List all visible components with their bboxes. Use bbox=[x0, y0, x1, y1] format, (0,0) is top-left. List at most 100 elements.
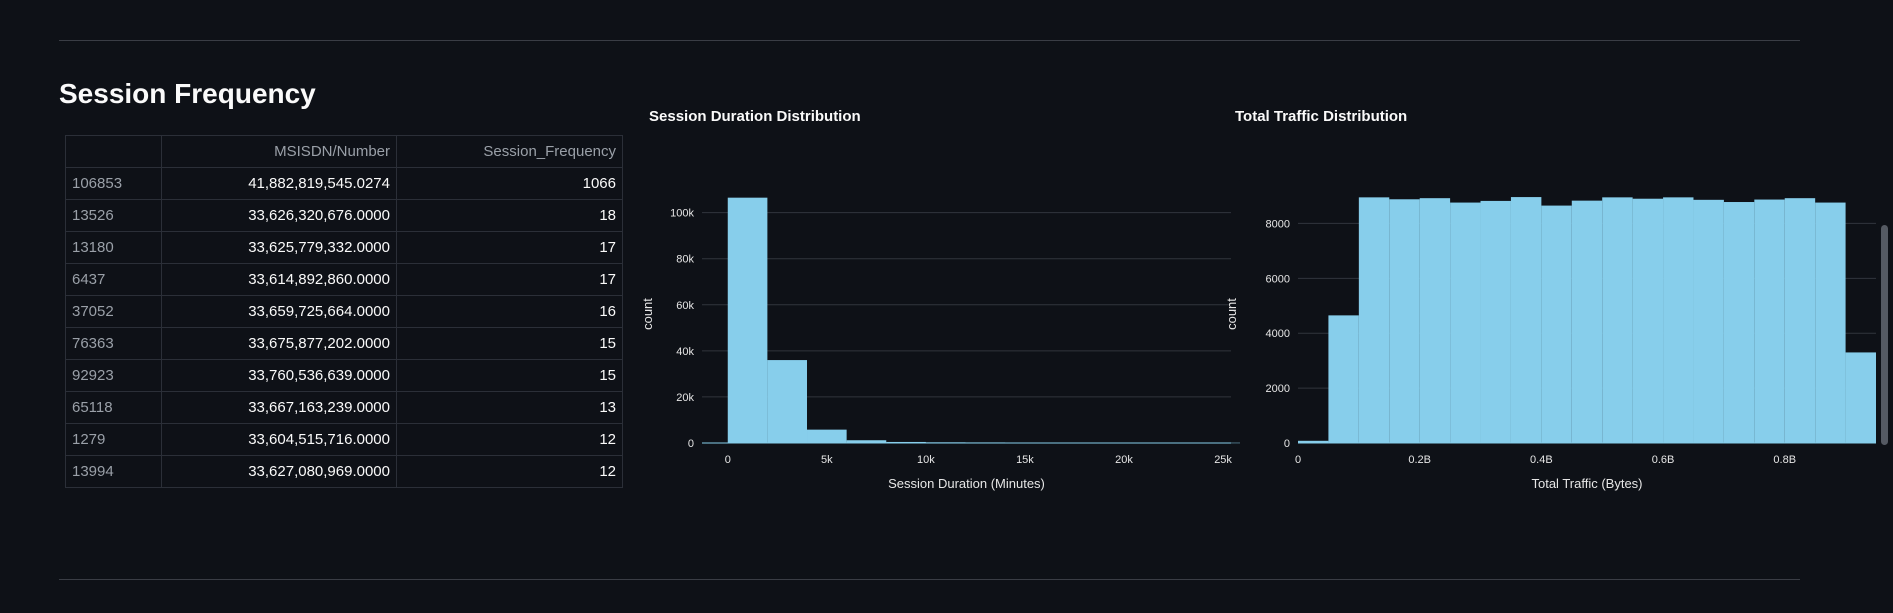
y-tick-label: 4000 bbox=[1266, 328, 1290, 340]
histogram-bar[interactable] bbox=[1541, 205, 1572, 443]
msisdn-cell: 33,667,163,239.0000 bbox=[161, 391, 397, 424]
x-tick-label: 0.8B bbox=[1773, 454, 1796, 466]
histogram-bar[interactable] bbox=[807, 429, 847, 443]
y-tick-label: 2000 bbox=[1266, 383, 1290, 395]
bottom-divider bbox=[59, 579, 1800, 580]
msisdn-cell: 33,627,080,969.0000 bbox=[161, 455, 397, 488]
session-frequency-cell: 18 bbox=[396, 199, 623, 232]
row-index-cell: 6437 bbox=[65, 263, 162, 296]
histogram-bar[interactable] bbox=[846, 440, 887, 443]
row-index-cell: 92923 bbox=[65, 359, 162, 392]
histogram-bar[interactable] bbox=[1632, 198, 1664, 443]
histogram-bar[interactable] bbox=[1419, 198, 1451, 443]
session-frequency-cell: 16 bbox=[396, 295, 623, 328]
row-index-cell: 13526 bbox=[65, 199, 162, 232]
table-row[interactable]: 92923 33,760,536,639.0000 15 bbox=[65, 359, 623, 392]
x-tick-label: 10k bbox=[917, 454, 935, 466]
histogram-bar[interactable] bbox=[767, 360, 808, 443]
session-frequency-cell: 1066 bbox=[396, 167, 623, 200]
table-row[interactable]: 13180 33,625,779,332.0000 17 bbox=[65, 231, 623, 264]
session-frequency-cell: 15 bbox=[396, 359, 623, 392]
histogram-bar[interactable] bbox=[1328, 315, 1359, 443]
histogram-bar[interactable] bbox=[1480, 200, 1511, 443]
histogram-bar[interactable] bbox=[1754, 199, 1785, 443]
msisdn-cell: 33,614,892,860.0000 bbox=[161, 263, 397, 296]
session-frequency-header[interactable]: Session_Frequency bbox=[396, 135, 623, 168]
session-frequency-cell: 13 bbox=[396, 391, 623, 424]
traffic-chart-title: Total Traffic Distribution bbox=[1235, 108, 1408, 125]
table-row[interactable]: 106853 41,882,819,545.0274 1066 bbox=[65, 167, 623, 200]
histogram-bar[interactable] bbox=[1389, 199, 1420, 443]
row-index-cell: 13180 bbox=[65, 231, 162, 264]
y-tick-label: 0 bbox=[688, 438, 694, 450]
x-tick-label: 20k bbox=[1115, 454, 1133, 466]
row-index-cell: 65118 bbox=[65, 391, 162, 424]
session-frequency-table[interactable]: MSISDN/Number Session_Frequency 106853 41… bbox=[65, 135, 623, 488]
histogram-bar[interactable] bbox=[1815, 202, 1846, 443]
msisdn-cell: 33,626,320,676.0000 bbox=[161, 199, 397, 232]
table-row[interactable]: 13994 33,627,080,969.0000 12 bbox=[65, 455, 623, 488]
y-tick-label: 8000 bbox=[1266, 218, 1290, 230]
msisdn-cell: 33,659,725,664.0000 bbox=[161, 295, 397, 328]
histogram-bar[interactable] bbox=[1298, 440, 1329, 443]
histogram-bar[interactable] bbox=[1602, 197, 1633, 443]
session-frequency-cell: 17 bbox=[396, 231, 623, 264]
histogram-bar[interactable] bbox=[1845, 352, 1876, 443]
histogram-bar[interactable] bbox=[1723, 202, 1755, 443]
duration-chart-title: Session Duration Distribution bbox=[649, 108, 861, 125]
msisdn-cell: 33,675,877,202.0000 bbox=[161, 327, 397, 360]
row-index-cell: 1279 bbox=[65, 423, 162, 456]
table-row[interactable]: 13526 33,626,320,676.0000 18 bbox=[65, 199, 623, 232]
y-tick-label: 40k bbox=[676, 346, 694, 358]
section-title: Session Frequency bbox=[59, 78, 316, 109]
row-index-cell: 37052 bbox=[65, 295, 162, 328]
msisdn-cell: 33,760,536,639.0000 bbox=[161, 359, 397, 392]
histogram-bar[interactable] bbox=[1693, 199, 1724, 443]
session-frequency-cell: 15 bbox=[396, 327, 623, 360]
msisdn-header[interactable]: MSISDN/Number bbox=[161, 135, 397, 168]
histogram-bar[interactable] bbox=[1510, 197, 1542, 443]
table-header-row: MSISDN/Number Session_Frequency bbox=[65, 135, 623, 168]
y-tick-label: 20k bbox=[676, 392, 694, 404]
y-tick-label: 80k bbox=[676, 254, 694, 266]
y-tick-label: 100k bbox=[670, 208, 694, 220]
scrollbar-thumb[interactable] bbox=[1881, 225, 1888, 445]
total-traffic-histogram[interactable]: 0 2000 4000 6000 8000 0 0.2B 0.4B 0.6B 0.8B Total … bbox=[1224, 175, 1876, 495]
top-divider bbox=[59, 40, 1800, 41]
histogram-bar[interactable] bbox=[1571, 200, 1603, 443]
y-axis-title: count bbox=[640, 298, 655, 330]
x-tick-label: 5k bbox=[821, 454, 833, 466]
x-axis-title: Session Duration (Minutes) bbox=[888, 476, 1045, 491]
session-frequency-cell: 12 bbox=[396, 455, 623, 488]
table-row[interactable]: 65118 33,667,163,239.0000 13 bbox=[65, 391, 623, 424]
session-frequency-cell: 12 bbox=[396, 423, 623, 456]
y-tick-label: 60k bbox=[676, 300, 694, 312]
msisdn-cell: 41,882,819,545.0274 bbox=[161, 167, 397, 200]
y-tick-label: 0 bbox=[1284, 438, 1290, 450]
histogram-bar[interactable] bbox=[1784, 198, 1816, 443]
table-row[interactable]: 6437 33,614,892,860.0000 17 bbox=[65, 263, 623, 296]
session-duration-histogram[interactable]: 0 20k 40k 60k 80k 100k 0 5k 10k 15k 20k 25k Session … bbox=[640, 175, 1240, 495]
x-tick-label: 0 bbox=[1295, 454, 1301, 466]
histogram-bar[interactable] bbox=[886, 441, 926, 443]
histogram-bar[interactable] bbox=[1450, 202, 1481, 443]
y-tick-label: 6000 bbox=[1266, 273, 1290, 285]
table-row[interactable]: 37052 33,659,725,664.0000 16 bbox=[65, 295, 623, 328]
row-index-cell: 106853 bbox=[65, 167, 162, 200]
index-header bbox=[65, 135, 162, 168]
x-tick-label: 0.4B bbox=[1530, 454, 1553, 466]
x-tick-label: 0.2B bbox=[1408, 454, 1431, 466]
table-row[interactable]: 1279 33,604,515,716.0000 12 bbox=[65, 423, 623, 456]
histogram-bar[interactable] bbox=[1663, 197, 1694, 443]
msisdn-cell: 33,604,515,716.0000 bbox=[161, 423, 397, 456]
histogram-bar[interactable] bbox=[727, 197, 768, 443]
histogram-bar[interactable] bbox=[1358, 197, 1390, 443]
x-tick-label: 0.6B bbox=[1652, 454, 1675, 466]
row-index-cell: 13994 bbox=[65, 455, 162, 488]
y-axis-title: count bbox=[1224, 298, 1239, 330]
msisdn-cell: 33,625,779,332.0000 bbox=[161, 231, 397, 264]
x-tick-label: 15k bbox=[1016, 454, 1034, 466]
x-axis-title: Total Traffic (Bytes) bbox=[1531, 476, 1642, 491]
table-row[interactable]: 76363 33,675,877,202.0000 15 bbox=[65, 327, 623, 360]
